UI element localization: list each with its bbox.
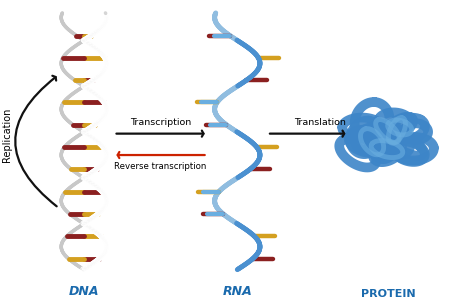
Text: RNA: RNA [222, 285, 252, 297]
Text: Replication: Replication [2, 108, 12, 162]
Text: PROTEIN: PROTEIN [361, 289, 416, 299]
Text: DNA: DNA [69, 285, 99, 297]
Text: Reverse transcription: Reverse transcription [114, 162, 207, 171]
Text: Translation: Translation [294, 118, 346, 126]
Text: Transcription: Transcription [130, 118, 191, 126]
